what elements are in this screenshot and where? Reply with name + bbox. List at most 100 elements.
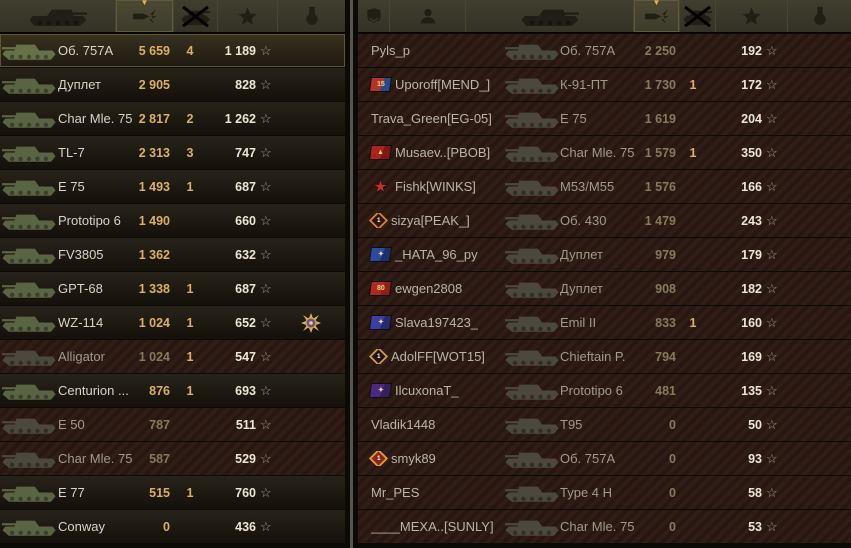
damage-value: 2 313 bbox=[138, 145, 170, 160]
ally-tank-row[interactable]: GPT-68 1 338 1 687 ☆ bbox=[0, 272, 345, 305]
player-icon bbox=[418, 6, 438, 26]
xp-star-icon: ☆ bbox=[766, 314, 778, 330]
clan-emblem: 15 bbox=[370, 78, 391, 91]
xp-value: 53 bbox=[748, 519, 762, 534]
enemy-player-row[interactable]: Vladik1448 T95 0 50 ☆ bbox=[358, 408, 851, 441]
xp-value: 58 bbox=[748, 485, 762, 500]
damage-value: 5 659 bbox=[138, 43, 170, 58]
enemy-player-row[interactable]: ____MEXA..[SUNLY] Char Mle. 75 0 53 ☆ bbox=[358, 510, 851, 543]
clan-emblem: ✦ bbox=[370, 248, 391, 261]
enemy-player-row[interactable]: 1 sizya[PEAK_] Об. 430 1 479 243 ☆ bbox=[358, 204, 851, 237]
xp-star-icon: ☆ bbox=[766, 42, 778, 58]
xp-star-icon: ☆ bbox=[766, 348, 778, 364]
xp-star-icon: ☆ bbox=[766, 178, 778, 194]
medal-icon bbox=[809, 5, 831, 27]
column-header-tank[interactable] bbox=[466, 0, 634, 32]
column-header-player[interactable] bbox=[390, 0, 466, 32]
tank-icon bbox=[504, 73, 560, 96]
column-header-medals[interactable] bbox=[278, 0, 345, 32]
tank-icon bbox=[504, 515, 560, 538]
frags-value: 1 bbox=[186, 485, 194, 500]
enemy-player-row[interactable]: 80 ewgen2808 Дуплет 908 182 ☆ bbox=[358, 272, 851, 305]
tank-icon bbox=[504, 311, 560, 334]
column-header-xp[interactable] bbox=[218, 0, 278, 32]
enemy-player-row[interactable]: 1 AdolFF[WOT15] Chieftain P. 794 169 ☆ bbox=[358, 340, 851, 373]
column-header-frags[interactable] bbox=[680, 0, 716, 32]
frags-value: 1 bbox=[186, 315, 194, 330]
xp-star-icon: ☆ bbox=[260, 110, 272, 126]
xp-star-icon: ☆ bbox=[766, 246, 778, 262]
xp-star-icon: ☆ bbox=[766, 212, 778, 228]
enemy-player-row[interactable]: ✦ _HATA_96_py Дуплет 979 179 ☆ bbox=[358, 238, 851, 271]
column-header-rank[interactable] bbox=[358, 0, 390, 32]
tank-icon bbox=[0, 39, 58, 62]
column-header-tank[interactable] bbox=[0, 0, 116, 32]
right-team-rows: Pyls_p Об. 757А 2 250 192 ☆ 15 Uporoff[M… bbox=[358, 33, 851, 543]
tank-name: Char Mle. 75 bbox=[58, 111, 133, 126]
ally-tank-row[interactable]: E 75 1 493 1 687 ☆ bbox=[0, 170, 345, 203]
ally-tank-row[interactable]: Alligator 1 024 1 547 ☆ bbox=[0, 340, 345, 373]
tank-name: WZ-114 bbox=[58, 315, 104, 330]
damage-value: 2 250 bbox=[644, 43, 676, 58]
xp-star-icon: ☆ bbox=[766, 144, 778, 160]
player-name: Slava197423_ bbox=[395, 315, 479, 330]
ally-tank-row[interactable]: Char Mle. 75 2 817 2 1 262 ☆ bbox=[0, 102, 345, 135]
tank-icon bbox=[504, 209, 560, 232]
damage-value: 1 362 bbox=[138, 247, 170, 262]
clan-emblem: ✦ bbox=[370, 384, 391, 397]
xp-star-icon: ☆ bbox=[766, 110, 778, 126]
player-name: Musaev..[PBOB] bbox=[395, 145, 491, 160]
star-icon bbox=[237, 6, 258, 27]
xp-star-icon: ☆ bbox=[260, 178, 272, 194]
tank-icon bbox=[504, 39, 560, 62]
ally-tank-row[interactable]: Дуплет 2 905 828 ☆ bbox=[0, 68, 345, 101]
xp-value: 529 bbox=[235, 451, 256, 466]
xp-value: 547 bbox=[235, 349, 256, 364]
clan-emblem: 1 bbox=[368, 451, 389, 466]
tank-name: Об. 430 bbox=[560, 213, 607, 228]
ally-tank-row[interactable]: Об. 757А 5 659 4 1 189 ☆ bbox=[0, 34, 345, 67]
damage-value: 979 bbox=[655, 247, 676, 262]
damage-value: 2 817 bbox=[138, 111, 170, 126]
tank-name: TL-7 bbox=[58, 145, 85, 160]
ally-tank-row[interactable]: E 77 515 1 760 ☆ bbox=[0, 476, 345, 509]
xp-value: 169 bbox=[741, 349, 762, 364]
enemy-player-row[interactable]: Mr_PES Type 4 H 0 58 ☆ bbox=[358, 476, 851, 509]
column-header-damage[interactable]: ▼ bbox=[116, 0, 174, 32]
ally-tank-row[interactable]: Prototipo 6 1 490 660 ☆ bbox=[0, 204, 345, 237]
ally-tank-row[interactable]: FV3805 1 362 632 ☆ bbox=[0, 238, 345, 271]
enemy-player-row[interactable]: Pyls_p Об. 757А 2 250 192 ☆ bbox=[358, 34, 851, 67]
column-header-damage[interactable]: ▼ bbox=[634, 0, 680, 32]
enemy-player-row[interactable]: ✦ Slava197423_ Emil II 833 1 160 ☆ bbox=[358, 306, 851, 339]
enemy-player-row[interactable]: ★ Fishk[WINKS] M53/M55 1 576 166 ☆ bbox=[358, 170, 851, 203]
enemy-player-row[interactable]: ✦ IlcuxonaT_ Prototipo 6 481 135 ☆ bbox=[358, 374, 851, 407]
ally-tank-row[interactable]: Char Mle. 75 587 529 ☆ bbox=[0, 442, 345, 475]
column-header-frags[interactable] bbox=[174, 0, 218, 32]
enemy-player-row[interactable]: ▲ Musaev..[PBOB] Char Mle. 75 1 579 1 35… bbox=[358, 136, 851, 169]
xp-value: 760 bbox=[235, 485, 256, 500]
ally-tank-row[interactable]: Centurion ... 876 1 693 ☆ bbox=[0, 374, 345, 407]
enemy-player-row[interactable]: 15 Uporoff[MEND_] К-91-ПТ 1 730 1 172 ☆ bbox=[358, 68, 851, 101]
xp-value: 1 189 bbox=[224, 43, 256, 58]
tank-icon bbox=[504, 481, 560, 504]
damage-value: 0 bbox=[669, 417, 676, 432]
column-header-xp[interactable] bbox=[716, 0, 788, 32]
xp-star-icon: ☆ bbox=[260, 314, 272, 330]
tank-icon bbox=[504, 243, 560, 266]
player-cell: ____MEXA..[SUNLY] bbox=[358, 519, 504, 534]
xp-star-icon: ☆ bbox=[766, 518, 778, 534]
ally-tank-row[interactable]: E 50 787 511 ☆ bbox=[0, 408, 345, 441]
player-name: Uporoff[MEND_] bbox=[395, 77, 491, 92]
ally-tank-row[interactable]: TL-7 2 313 3 747 ☆ bbox=[0, 136, 345, 169]
xp-star-icon: ☆ bbox=[260, 246, 272, 262]
ally-tank-row[interactable]: Conway 0 436 ☆ bbox=[0, 510, 345, 543]
ally-tank-row[interactable]: WZ-114 1 024 1 652 ☆ bbox=[0, 306, 345, 339]
damage-value: 1 024 bbox=[138, 315, 170, 330]
tank-name: Об. 757А bbox=[560, 43, 616, 58]
tank-name: Char Mle. 75 bbox=[58, 451, 133, 466]
column-header-medals[interactable] bbox=[788, 0, 851, 32]
damage-value: 1 490 bbox=[138, 213, 170, 228]
tank-name: Emil II bbox=[560, 315, 597, 330]
enemy-player-row[interactable]: 1 smyk89 Об. 757А 0 93 ☆ bbox=[358, 442, 851, 475]
enemy-player-row[interactable]: Trava_Green[EG-05] E 75 1 619 204 ☆ bbox=[358, 102, 851, 135]
